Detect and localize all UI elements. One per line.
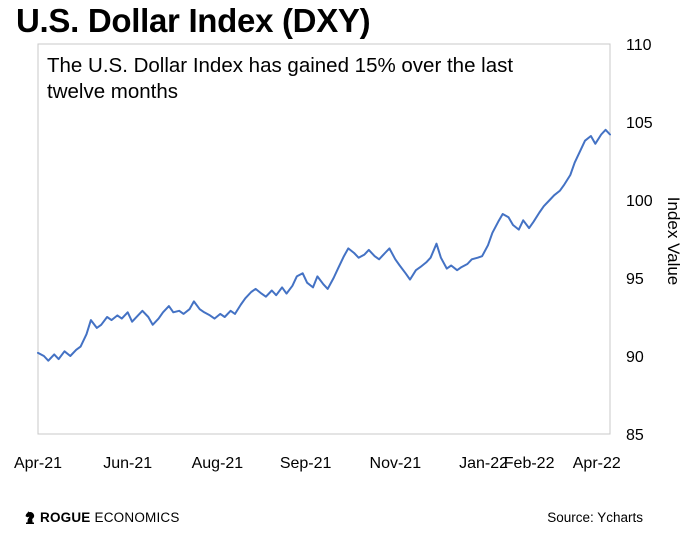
plot-area [37, 43, 611, 435]
brand-name-bold: ROGUE [40, 510, 91, 525]
y-tick-label: 105 [626, 115, 653, 132]
y-tick-label: 110 [626, 37, 652, 54]
series-line [37, 128, 611, 362]
y-axis: 85 90 95 100 105 110 [626, 37, 653, 444]
series-layer [37, 128, 611, 362]
knight-chess-icon [25, 510, 35, 524]
source-note: Source: Ycharts [547, 510, 643, 525]
chart-title: U.S. Dollar Index (DXY) [16, 2, 371, 39]
brand-logo: ROGUE ECONOMICS [24, 510, 180, 525]
x-tick-label: Nov-21 [370, 455, 422, 472]
x-tick-label: Sep-21 [280, 455, 332, 472]
y-tick-label: 95 [626, 271, 644, 288]
x-axis: Apr-21 Jun-21 Aug-21 Sep-21 Nov-21 Jan-22Feb-… [14, 455, 621, 472]
x-tick-label: Aug-21 [192, 455, 244, 472]
x-tick-label: Feb-22 [504, 455, 555, 472]
chart-annotation: The U.S. Dollar Index has gained 15% ove… [47, 54, 514, 103]
x-tick-label: Jan-22 [459, 455, 508, 472]
y-tick-label: 90 [626, 349, 644, 366]
y-tick-label: 85 [626, 427, 644, 444]
y-axis-label: Index Value [664, 197, 683, 286]
brand-name-rest: ECONOMICS [94, 510, 180, 525]
x-tick-label: Jun-21 [103, 455, 152, 472]
x-tick-label: Apr-22 [573, 455, 621, 472]
y-tick-label: 100 [626, 193, 653, 210]
x-tick-label: Apr-21 [14, 455, 62, 472]
